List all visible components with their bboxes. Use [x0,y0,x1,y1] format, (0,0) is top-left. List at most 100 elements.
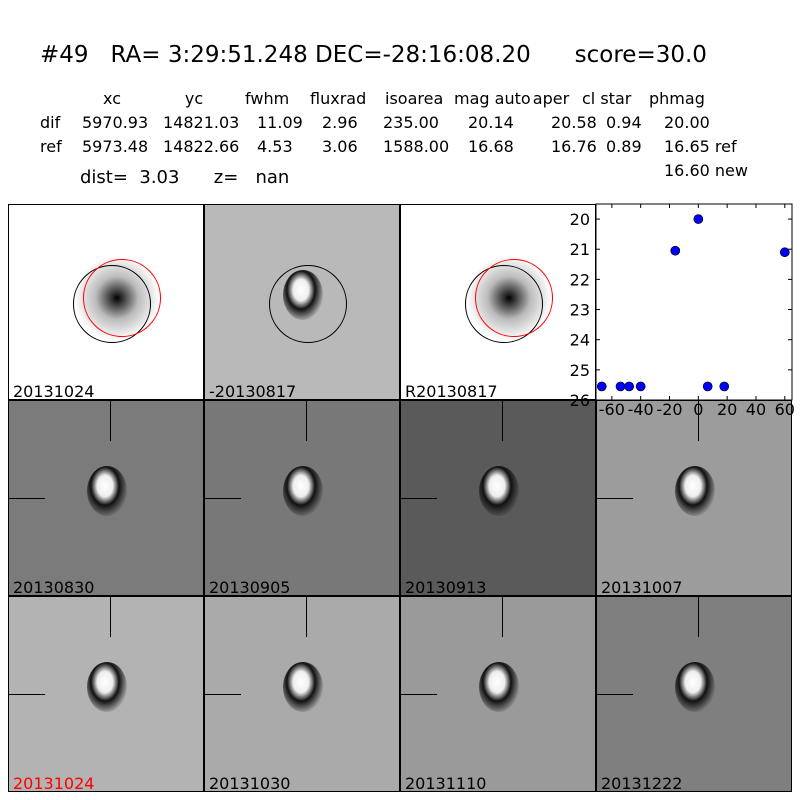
data-point [693,214,704,224]
data-point [615,381,626,392]
crosshair-line [698,401,699,441]
cutout-label: 20131024 [13,382,95,400]
source-blob [675,466,715,516]
table-cell: 2.96 [322,113,358,132]
crosshair-line [401,694,437,695]
data-point [702,381,713,392]
cutout-label: -20130817 [209,382,297,400]
y-tick-label: 22 [570,270,590,289]
crosshair-line [205,498,241,499]
crosshair-line [9,498,45,499]
table-cell: 20.00 [664,113,710,132]
column-header: mag auto [454,89,531,108]
data-point [635,381,646,392]
source-blob [87,662,127,712]
table-cell: 5970.93 [82,113,149,132]
crosshair-line [401,498,437,499]
table-cell: 0.94 [606,113,642,132]
source-blob [675,662,715,712]
cutout-image: 20130830 [8,400,204,596]
table-cell: 1588.00 [383,137,450,156]
red-aperture-circle [83,259,161,337]
table-cell: 14822.66 [163,137,240,156]
dist-line: dist= 3.03 z= nan [80,167,290,188]
cutout-label: 20131222 [601,774,683,792]
crosshair-line [306,401,307,441]
cutout-label: 20131110 [405,774,487,792]
table-cell: 235.00 [383,113,439,132]
column-header: isoarea [385,89,444,108]
column-header: xc [103,89,121,108]
x-tick-label: 20 [717,400,737,419]
table-cell: 11.09 [257,113,303,132]
crosshair-line [597,694,633,695]
y-tick-label: 23 [570,301,590,320]
cutout-image: 20131024 [8,204,204,400]
y-tick-label: 25 [570,361,590,380]
black-aperture-circle [269,265,347,343]
source-blob [283,466,323,516]
source-blob [283,662,323,712]
red-aperture-circle [475,259,553,337]
crosshair-line [502,401,503,441]
x-tick-label: 60 [775,400,795,419]
data-point [719,381,730,392]
source-blob [479,662,519,712]
data-point [624,381,634,392]
crosshair-line [306,597,307,637]
cutout-image: 20130905 [204,400,400,596]
cutout-label: 20131030 [209,774,291,792]
cutout-image: 20131030 [204,596,400,792]
crosshair-line [110,597,111,637]
x-tick-label: 40 [746,400,766,419]
x-tick-label: -60 [599,400,625,419]
column-header: aper [532,89,570,108]
table-cell: 20.58 [551,113,597,132]
x-tick-label: -40 [628,400,654,419]
crosshair-line [205,694,241,695]
column-header: phmag [649,89,705,108]
cutout-image: 20131007 [596,400,792,596]
x-tick-label: 0 [693,400,703,419]
plot-frame [595,203,793,401]
table-cell: 16.65 ref [664,137,737,156]
column-header: yc [184,89,204,108]
table-cell: 0.89 [606,137,642,156]
cutout-label: R20130817 [405,382,498,400]
phmag-new: 16.60 new [664,161,748,180]
crosshair-line [9,694,45,695]
cutout-image: R20130817 [400,204,596,400]
data-point [596,381,607,392]
cutout-image: 20131110 [400,596,596,792]
column-header: fluxrad [310,89,367,108]
x-tick-label: -20 [656,400,682,419]
cutout-image: 20131024 [8,596,204,792]
cutout-label: 20131024 [13,774,95,792]
data-point [779,247,790,258]
table-cell: 20.14 [468,113,514,132]
cutout-image: 20130913 [400,400,596,596]
crosshair-line [502,597,503,637]
y-tick-label: 26 [570,391,590,410]
y-tick-label: 21 [570,240,590,259]
row-label: ref [40,137,62,156]
crosshair-line [597,498,633,499]
crosshair-line [698,597,699,637]
cutout-label: 20130905 [209,578,291,596]
y-tick-label: 24 [570,331,590,350]
data-point [670,245,681,256]
table-cell: 16.68 [468,137,514,156]
table-cell: 16.76 [551,137,597,156]
column-header: cl star [582,89,632,108]
source-blob [479,466,519,516]
table-cell: 5973.48 [82,137,149,156]
lightcurve-plot: 20 21 22 23 24 25 26 -60 -40 -20 0 20 40 60 [570,203,795,419]
table-cell: 14821.03 [163,113,240,132]
cutout-label: 20130830 [13,578,95,596]
row-label: dif [40,113,61,132]
table-cell: 4.53 [257,137,293,156]
cutout-label: 20130913 [405,578,487,596]
cutout-label: 20131007 [601,578,683,596]
y-tick-label: 20 [570,210,590,229]
cutout-image: -20130817 [204,204,400,400]
